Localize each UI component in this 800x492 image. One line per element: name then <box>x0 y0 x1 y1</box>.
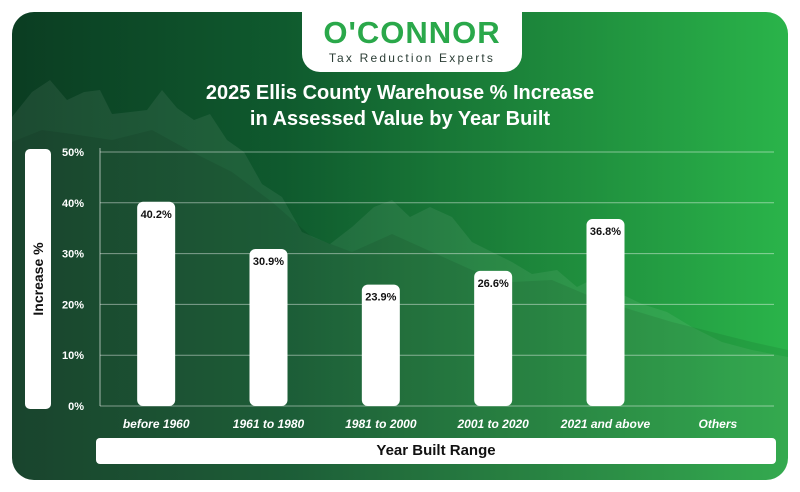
bar <box>474 271 512 406</box>
y-tick-label: 0% <box>68 401 84 413</box>
data-label: 36.8% <box>590 226 621 238</box>
bar <box>250 249 288 406</box>
x-tick-label: 1961 to 1980 <box>233 417 305 431</box>
y-tick-label: 10% <box>62 350 84 362</box>
bar <box>587 219 625 406</box>
bar <box>137 202 175 406</box>
x-tick-label: 1981 to 2000 <box>345 417 417 431</box>
x-tick-label: Others <box>698 417 737 431</box>
data-label: 40.2% <box>141 209 172 221</box>
y-tick-label: 30% <box>62 249 84 261</box>
x-tick-label: 2021 and above <box>560 417 651 431</box>
data-label: 30.9% <box>253 256 284 268</box>
y-tick-label: 40% <box>62 198 84 210</box>
bar-chart: 0% 10% 20% 30% 40% 50% 40.2% before 1960 30.9% 19… <box>12 12 788 480</box>
x-tick-label: before 1960 <box>123 417 190 431</box>
y-tick-label: 50% <box>62 147 84 159</box>
x-tick-label: 2001 to 2020 <box>456 417 529 431</box>
data-label: 23.9% <box>365 292 396 304</box>
y-tick-label: 20% <box>62 299 84 311</box>
chart-card: O'CONNOR Tax Reduction Experts 2025 Elli… <box>12 12 788 480</box>
data-label: 26.6% <box>478 278 509 290</box>
